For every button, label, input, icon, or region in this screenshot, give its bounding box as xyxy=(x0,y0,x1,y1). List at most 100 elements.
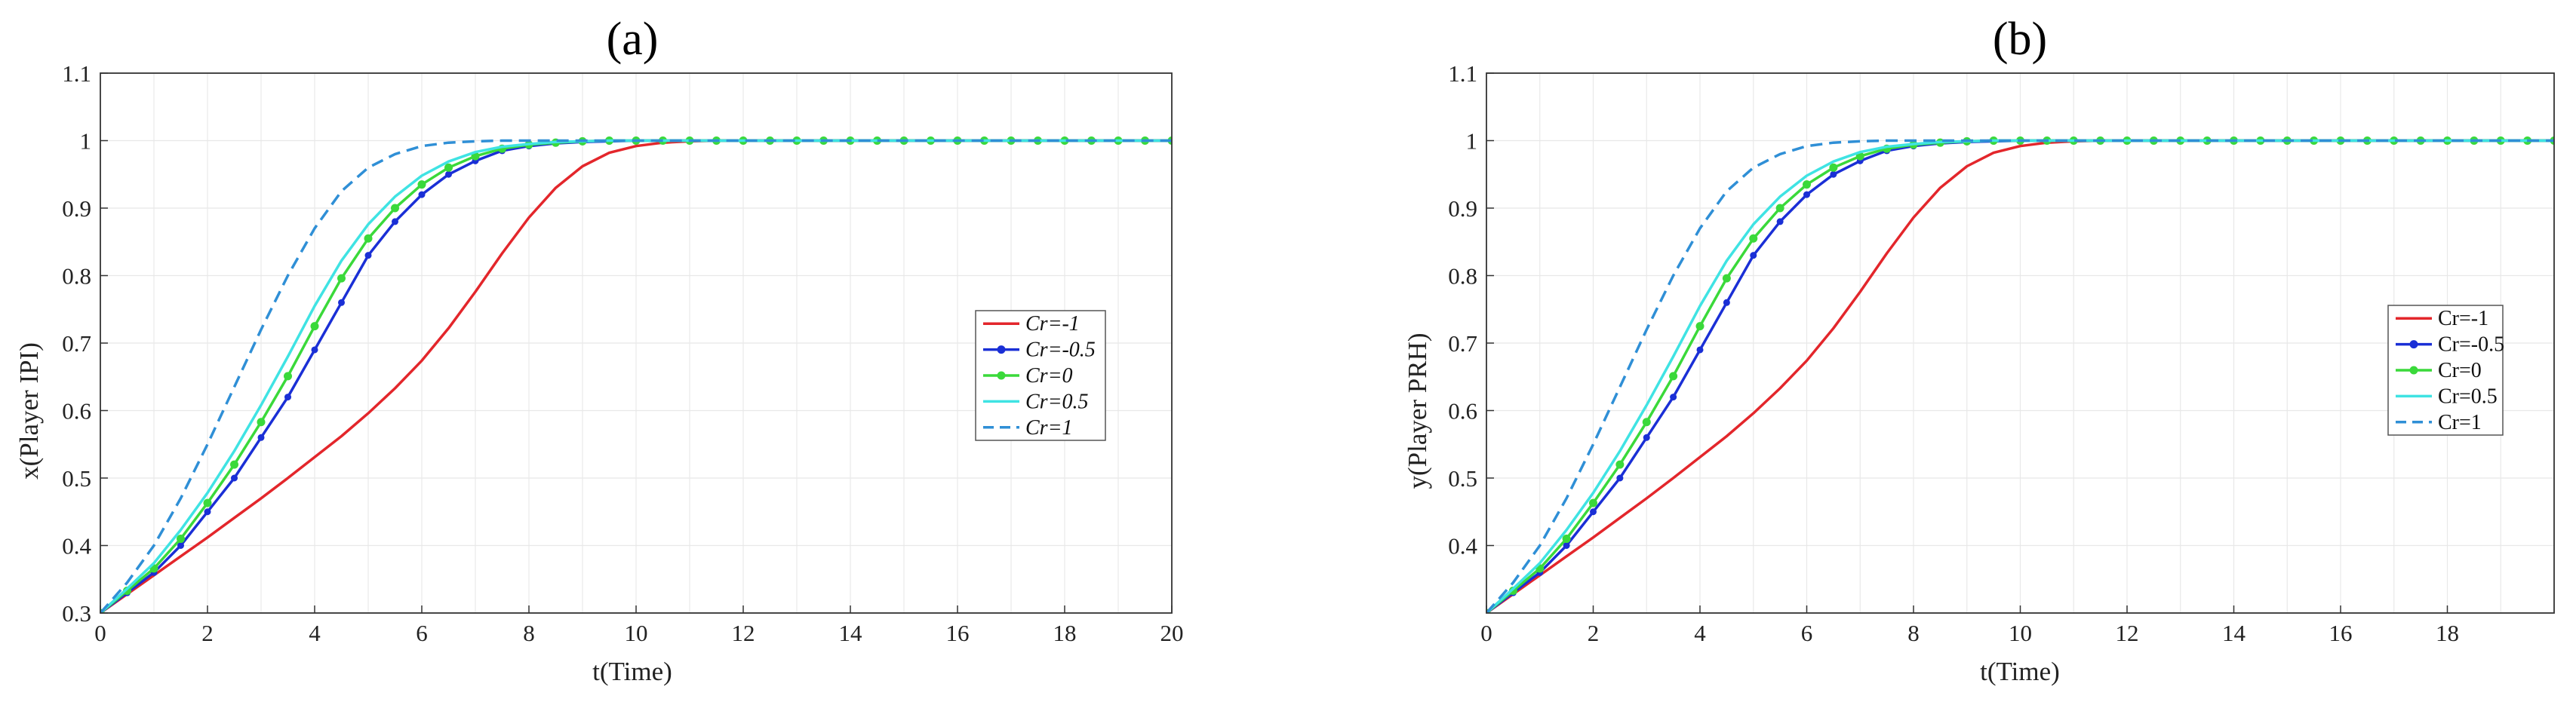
data-point xyxy=(1643,434,1650,441)
data-point xyxy=(1642,418,1651,427)
y-tick-label: 0.4 xyxy=(62,533,91,559)
legend-marker xyxy=(997,371,1006,380)
chart-panel-a: (a) t(Time) x(Player IPI) 0 2 4 6 8 10 12 14 16 1… xyxy=(14,14,1184,686)
axis-frame xyxy=(1486,72,2555,614)
y-tick-label: 0.8 xyxy=(62,263,91,290)
y-tick-label: 1.1 xyxy=(62,60,91,87)
axis-frame xyxy=(100,72,1173,614)
y-tick-label: 0.5 xyxy=(62,465,91,492)
y-tick-label: 0.7 xyxy=(62,330,91,357)
x-tick-label: 10 xyxy=(625,620,648,646)
series-group xyxy=(100,136,1172,613)
x-tick-label: 16 xyxy=(946,620,970,646)
data-point xyxy=(1615,460,1625,469)
legend: Cr=-1Cr=-0.5Cr=0Cr=0.5Cr=1 xyxy=(975,310,1106,441)
data-point xyxy=(230,460,238,469)
legend-label: Cr=-1 xyxy=(1025,312,1080,336)
series-line-cr-1 xyxy=(1486,139,2554,613)
x-tick-label: 14 xyxy=(2222,620,2246,646)
data-point xyxy=(284,394,291,401)
data-point xyxy=(1563,542,1570,549)
data-point xyxy=(177,535,185,544)
x-tick-label: 12 xyxy=(2116,620,2139,646)
x-tick-label: 16 xyxy=(2329,620,2353,646)
x-tick-label: 8 xyxy=(1907,620,1920,646)
y-tick-label: 0.4 xyxy=(1448,533,1477,559)
y-tick-label: 0.3 xyxy=(62,600,91,627)
data-point xyxy=(203,498,212,507)
data-point xyxy=(444,163,453,172)
data-point xyxy=(1803,191,1810,198)
data-point xyxy=(1670,394,1677,401)
legend-label: Cr=0 xyxy=(2438,359,2482,382)
x-tick-label: 4 xyxy=(309,620,321,646)
x-tick-label: 20 xyxy=(1160,620,1184,646)
legend: Cr=-1Cr=-0.5Cr=0Cr=0.5Cr=1 xyxy=(2387,305,2504,436)
chart-panel-b: (b) t(Time) y(Player PRH) 0 2 4 6 8 10 12 14 16 1… xyxy=(1403,14,2555,686)
data-point xyxy=(1695,322,1705,331)
x-tick-label: 2 xyxy=(201,620,214,646)
x-tick-label: 6 xyxy=(416,620,428,646)
data-point xyxy=(391,204,399,213)
data-point xyxy=(1508,586,1517,595)
data-point xyxy=(1775,204,1784,213)
legend-label: Cr=-0.5 xyxy=(2438,333,2504,357)
data-point xyxy=(1562,535,1571,544)
data-point xyxy=(1722,274,1731,283)
x-tick-label: 0 xyxy=(94,620,106,646)
legend-label: Cr=1 xyxy=(1025,416,1072,440)
x-tick-label: 18 xyxy=(1053,620,1077,646)
legend-label: Cr=-1 xyxy=(2438,307,2488,330)
x-tick-label: 4 xyxy=(1694,620,1706,646)
data-point xyxy=(177,542,184,549)
data-point xyxy=(392,218,398,225)
x-tick-label: 18 xyxy=(2436,620,2459,646)
data-point xyxy=(1616,474,1624,482)
data-point xyxy=(417,180,426,189)
data-point xyxy=(123,586,131,595)
data-point xyxy=(338,299,345,306)
x-tick-label: 6 xyxy=(1801,620,1813,646)
data-point xyxy=(257,434,265,441)
legend-marker xyxy=(2409,366,2418,375)
legend-marker xyxy=(997,345,1006,354)
data-point xyxy=(364,234,373,243)
data-point xyxy=(257,418,266,427)
chart-title: (b) xyxy=(1993,14,2047,65)
y-tick-label: 0.9 xyxy=(1448,195,1477,222)
x-tick-label: 8 xyxy=(523,620,535,646)
x-tick-label: 10 xyxy=(2009,620,2032,646)
legend-label: Cr=1 xyxy=(2438,411,2482,434)
data-point xyxy=(1776,218,1784,225)
y-axis-label: y(Player PRH) xyxy=(1403,333,1432,489)
data-point xyxy=(1696,346,1704,354)
legend-label: Cr=-0.5 xyxy=(1025,339,1096,362)
y-tick-label: 0.5 xyxy=(1448,465,1477,492)
series-line-cr-1 xyxy=(100,139,1172,613)
legend-label: Cr=0.5 xyxy=(1025,390,1088,413)
y-tick-label: 1 xyxy=(1466,128,1478,155)
data-point xyxy=(1589,498,1597,507)
data-point xyxy=(1669,372,1678,381)
y-tick-label: 0.7 xyxy=(1448,330,1477,357)
x-tick-label: 12 xyxy=(732,620,755,646)
y-tick-label: 0.6 xyxy=(62,398,91,425)
data-point xyxy=(445,170,452,178)
y-tick-label: 0.9 xyxy=(62,195,91,222)
data-point xyxy=(310,322,319,331)
x-axis-label: t(Time) xyxy=(592,657,672,686)
data-point xyxy=(1803,180,1811,189)
y-tick-label: 0.6 xyxy=(1448,398,1477,425)
x-tick-label: 2 xyxy=(1588,620,1600,646)
y-tick-label: 0.8 xyxy=(1448,263,1477,290)
x-tick-label: 14 xyxy=(839,620,863,646)
data-point xyxy=(1749,234,1758,243)
legend-marker xyxy=(2409,340,2418,349)
y-tick-label: 1 xyxy=(80,128,92,155)
x-tick-label: 0 xyxy=(1480,620,1492,646)
x-axis-label: t(Time) xyxy=(1980,657,2060,686)
data-point xyxy=(204,508,211,516)
data-point xyxy=(1750,252,1757,259)
data-point xyxy=(231,474,238,482)
